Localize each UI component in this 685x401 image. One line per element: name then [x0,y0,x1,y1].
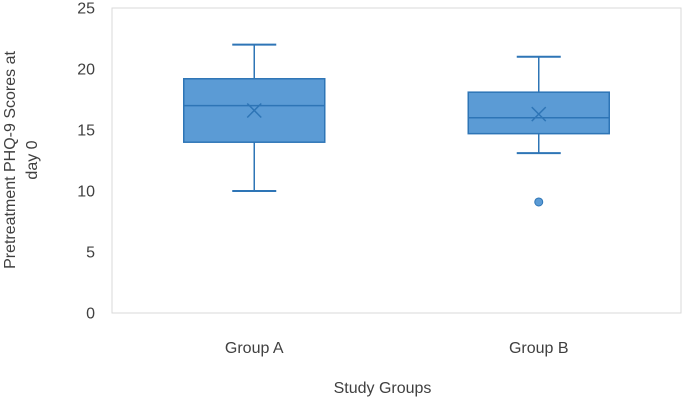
x-tick-label: Group B [509,340,569,357]
y-tick-label: 15 [77,123,95,140]
y-tick-label: 5 [86,245,95,262]
y-axis-tick-labels: 0 5 10 15 20 25 [77,1,95,323]
mean-marker [531,106,547,122]
plot-area-frame [111,7,682,314]
box-series [183,43,610,207]
box-group-b [467,55,610,207]
y-tick-label: 25 [77,1,95,18]
x-tick-label: Group A [225,340,284,357]
mean-marker [246,102,262,119]
outlier-point [534,197,544,207]
y-axis-title-line-2: day 0 [24,140,41,179]
x-axis-tick-labels: Group A Group B [225,340,569,357]
y-tick-label: 10 [77,184,95,201]
y-tick-label: 20 [77,62,95,79]
box-group-a [183,43,326,192]
interquartile-box [467,91,610,135]
x-axis-title: Study Groups [334,380,432,397]
y-tick-label: 0 [86,306,95,323]
y-axis-title-line-1: Pretreatment PHQ-9 Scores at [2,51,19,269]
